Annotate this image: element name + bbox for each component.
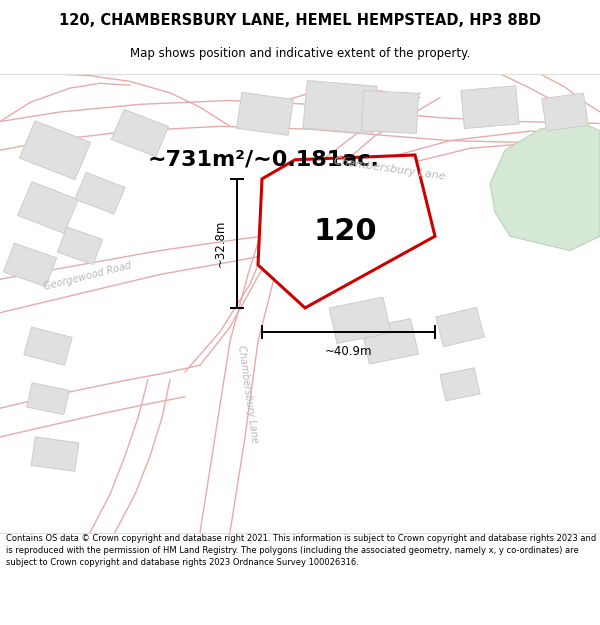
Bar — [31, 437, 79, 471]
Polygon shape — [258, 155, 435, 308]
Bar — [290, 204, 390, 278]
Text: Contains OS data © Crown copyright and database right 2021. This information is : Contains OS data © Crown copyright and d… — [6, 534, 596, 567]
Bar — [19, 121, 91, 179]
Text: Georgewood Road: Georgewood Road — [43, 261, 133, 292]
Bar — [362, 319, 418, 364]
Text: ~731m²/~0.181ac.: ~731m²/~0.181ac. — [148, 150, 380, 170]
Bar — [75, 173, 125, 214]
Bar — [236, 92, 293, 136]
Bar — [361, 91, 419, 133]
Bar — [4, 243, 56, 287]
Bar — [58, 227, 103, 264]
Bar — [461, 86, 519, 129]
Bar — [542, 93, 588, 131]
Text: Map shows position and indicative extent of the property.: Map shows position and indicative extent… — [130, 47, 470, 59]
Bar — [329, 297, 391, 344]
Polygon shape — [490, 121, 600, 251]
Bar — [18, 182, 78, 233]
Bar — [436, 308, 484, 347]
Text: ~32.8m: ~32.8m — [214, 220, 227, 267]
Bar — [303, 81, 377, 134]
Text: 120, CHAMBERSBURY LANE, HEMEL HEMPSTEAD, HP3 8BD: 120, CHAMBERSBURY LANE, HEMEL HEMPSTEAD,… — [59, 13, 541, 28]
Text: 120: 120 — [313, 217, 377, 246]
Text: Chambersbury Lane: Chambersbury Lane — [236, 344, 260, 443]
Text: Chambersbury Lane: Chambersbury Lane — [334, 156, 446, 182]
Bar — [440, 368, 480, 401]
Bar — [24, 327, 72, 365]
Bar — [27, 382, 69, 414]
Text: ~40.9m: ~40.9m — [325, 345, 372, 358]
Bar — [112, 109, 169, 157]
